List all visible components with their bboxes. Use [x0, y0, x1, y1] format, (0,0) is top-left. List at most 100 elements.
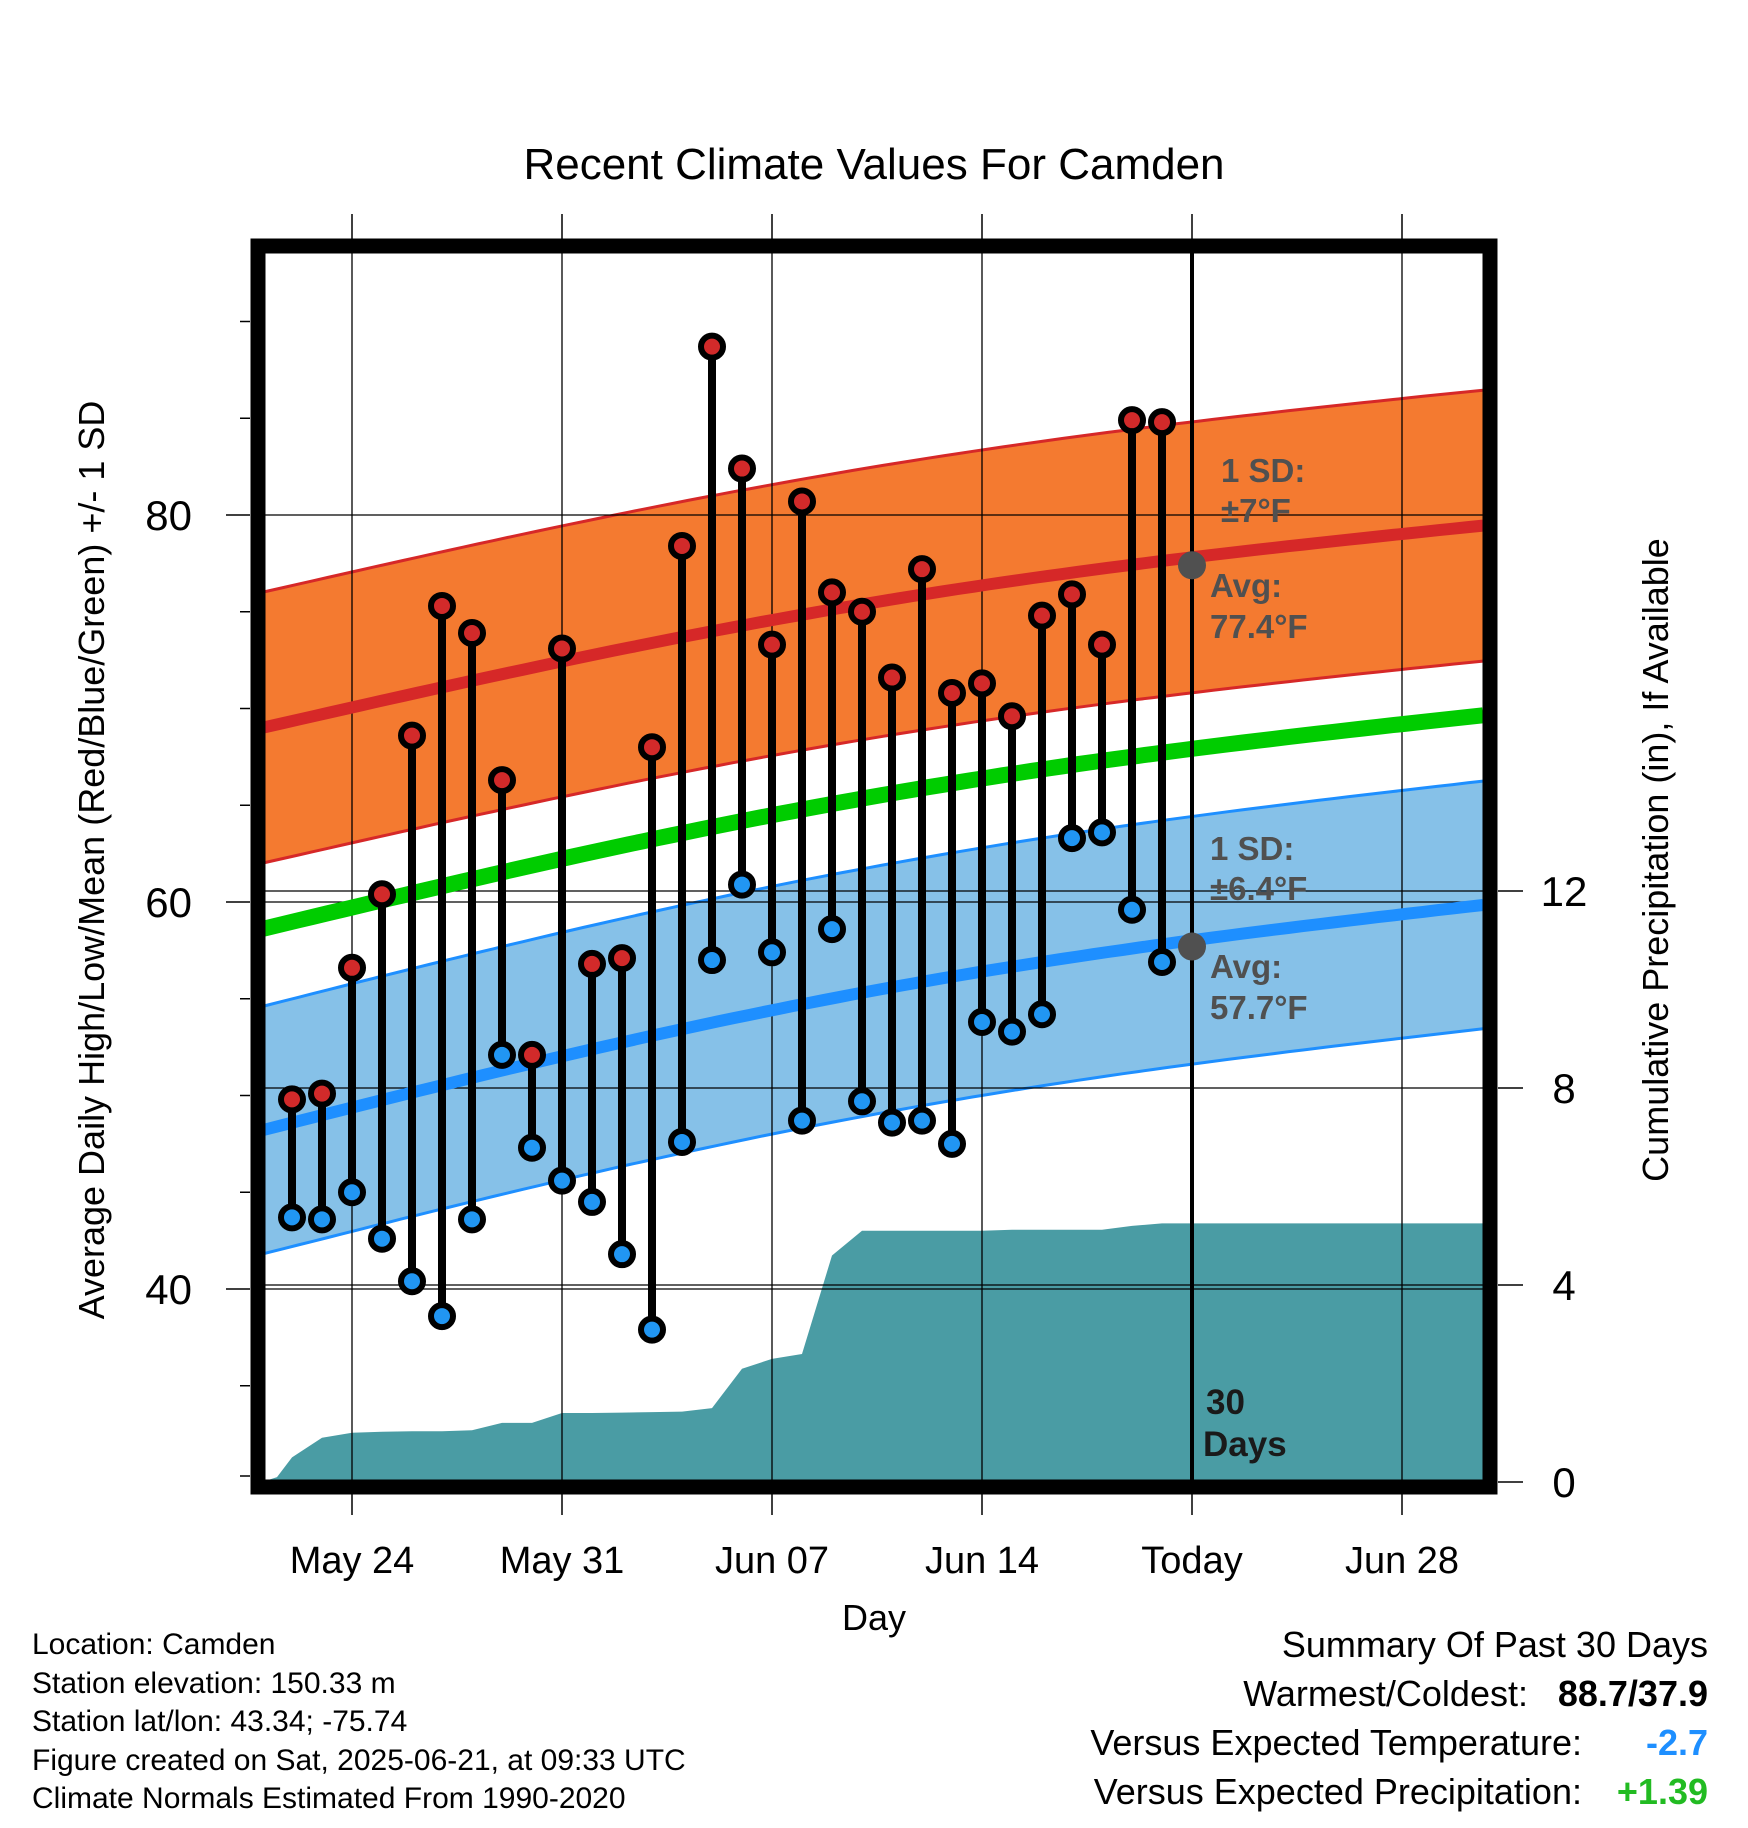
low-sd-label: 1 SD: [1210, 830, 1294, 867]
summary-warmest-coldest: Warmest/Coldest: 88.7/37.9 [1090, 1669, 1708, 1718]
high-point [578, 949, 606, 978]
plot-content [258, 246, 1490, 1487]
high-point [968, 669, 996, 698]
plot-area: May 24 May 31 Jun 07 Jun 14 Today Jun 2840608… [145, 214, 1587, 1582]
y2-tick-label: 8 [1552, 1065, 1575, 1112]
y2-tick-label: 12 [1541, 868, 1588, 915]
station-info: Location: Camden Station elevation: 150.… [32, 1626, 686, 1819]
low-avg-label: Avg: [1210, 948, 1282, 985]
low-point [758, 938, 786, 967]
today-high-marker [1178, 551, 1206, 580]
low-point [398, 1267, 426, 1296]
high-point [368, 880, 396, 909]
x-tick-label: Today [1141, 1540, 1242, 1582]
low-point [1088, 818, 1116, 847]
high-sd-upper-line [258, 388, 1484, 595]
low-point [1148, 947, 1176, 976]
summary-title: Summary Of Past 30 Days [1281, 1624, 1708, 1665]
x-tick-label: May 24 [290, 1540, 415, 1582]
high-point [308, 1079, 336, 1108]
summary-panel: Summary Of Past 30 Days Warmest/Coldest:… [1090, 1620, 1708, 1816]
days-count-label: 30 [1206, 1383, 1245, 1422]
y2-tick-label: 0 [1552, 1459, 1575, 1506]
low-point [638, 1315, 666, 1344]
low-sd-upper-line [258, 779, 1484, 1010]
high-point [848, 597, 876, 626]
high-point [938, 679, 966, 708]
low-point [428, 1302, 456, 1331]
low-sd-value: ±6.4°F [1210, 870, 1307, 907]
chart-title: Recent Climate Values For Camden [523, 140, 1224, 189]
x-tick-label: May 31 [500, 1540, 625, 1582]
low-point [728, 870, 756, 899]
high-point [608, 944, 636, 973]
high-sd-label: 1 SD: [1221, 452, 1305, 489]
avg-mean-line [258, 707, 1484, 939]
summary-temperature: Versus Expected Temperature: -2.7 [1090, 1718, 1708, 1767]
low-point [458, 1205, 486, 1234]
low-point [578, 1187, 606, 1216]
high-point [278, 1085, 306, 1114]
high-point [1028, 601, 1056, 630]
low-point [788, 1106, 816, 1135]
high-sd-lower-line [258, 659, 1484, 866]
low-point [848, 1087, 876, 1116]
low-point [1028, 1000, 1056, 1029]
low-point [938, 1129, 966, 1158]
x-tick-label: Jun 07 [715, 1540, 829, 1582]
high-point [878, 663, 906, 692]
climate-normals-period: Climate Normals Estimated From 1990-2020 [32, 1782, 626, 1815]
high-avg-label: Avg: [1210, 567, 1282, 604]
low-point [1118, 895, 1146, 924]
station-location: Location: Camden [32, 1628, 276, 1661]
low-point [338, 1178, 366, 1207]
high-point [818, 578, 846, 607]
warmest-coldest-value: 88.7/37.9 [1557, 1673, 1708, 1714]
low-avg-value: 57.7°F [1210, 989, 1308, 1026]
high-point [728, 454, 756, 483]
high-point [998, 702, 1026, 731]
station-elevation: Station elevation: 150.33 m [32, 1666, 396, 1700]
y-tick-label: 60 [145, 879, 192, 926]
high-point [1118, 406, 1146, 435]
high-point [908, 555, 936, 584]
low-point [1058, 824, 1086, 853]
high-point [548, 634, 576, 663]
low-point [308, 1205, 336, 1234]
low-point [878, 1108, 906, 1137]
low-point [278, 1203, 306, 1232]
high-point [1148, 408, 1176, 437]
temp-anomaly-label: Versus Expected Temperature: [1090, 1722, 1582, 1763]
precip-anomaly-label: Versus Expected Precipitation: [1093, 1771, 1582, 1812]
high-sd-value: ±7°F [1221, 492, 1291, 529]
precip-area [262, 1223, 1490, 1482]
avg-low-line [258, 899, 1484, 1138]
station-latlon: Station lat/lon: 43.34; -75.74 [32, 1705, 408, 1738]
y2-tick-label: 4 [1552, 1262, 1575, 1309]
y-axis-title: Average Daily High/Low/Mean (Red/Blue/Gr… [71, 401, 112, 1320]
low-point [698, 946, 726, 975]
y-tick-label: 80 [145, 492, 192, 539]
low-point [908, 1106, 936, 1135]
high-point [668, 531, 696, 560]
high-point [1088, 630, 1116, 659]
high-avg-value: 77.4°F [1210, 608, 1308, 645]
high-point [338, 953, 366, 982]
high-point [488, 766, 516, 795]
high-point [698, 332, 726, 361]
low-point [608, 1240, 636, 1269]
warmest-coldest-label: Warmest/Coldest: [1243, 1673, 1528, 1714]
low-point [668, 1127, 696, 1156]
x-axis-title: Day [842, 1597, 906, 1638]
high-point [518, 1040, 546, 1069]
x-tick-label: Jun 14 [925, 1540, 1039, 1582]
low-point [488, 1040, 516, 1069]
high-point [758, 630, 786, 659]
high-point [398, 721, 426, 750]
today-low-marker [1178, 932, 1206, 961]
y2-axis-title: Cumulative Precipitation (in), If Availa… [1635, 538, 1676, 1182]
days-word-label: Days [1203, 1425, 1287, 1464]
low-point [998, 1017, 1026, 1046]
high-point [1058, 580, 1086, 609]
